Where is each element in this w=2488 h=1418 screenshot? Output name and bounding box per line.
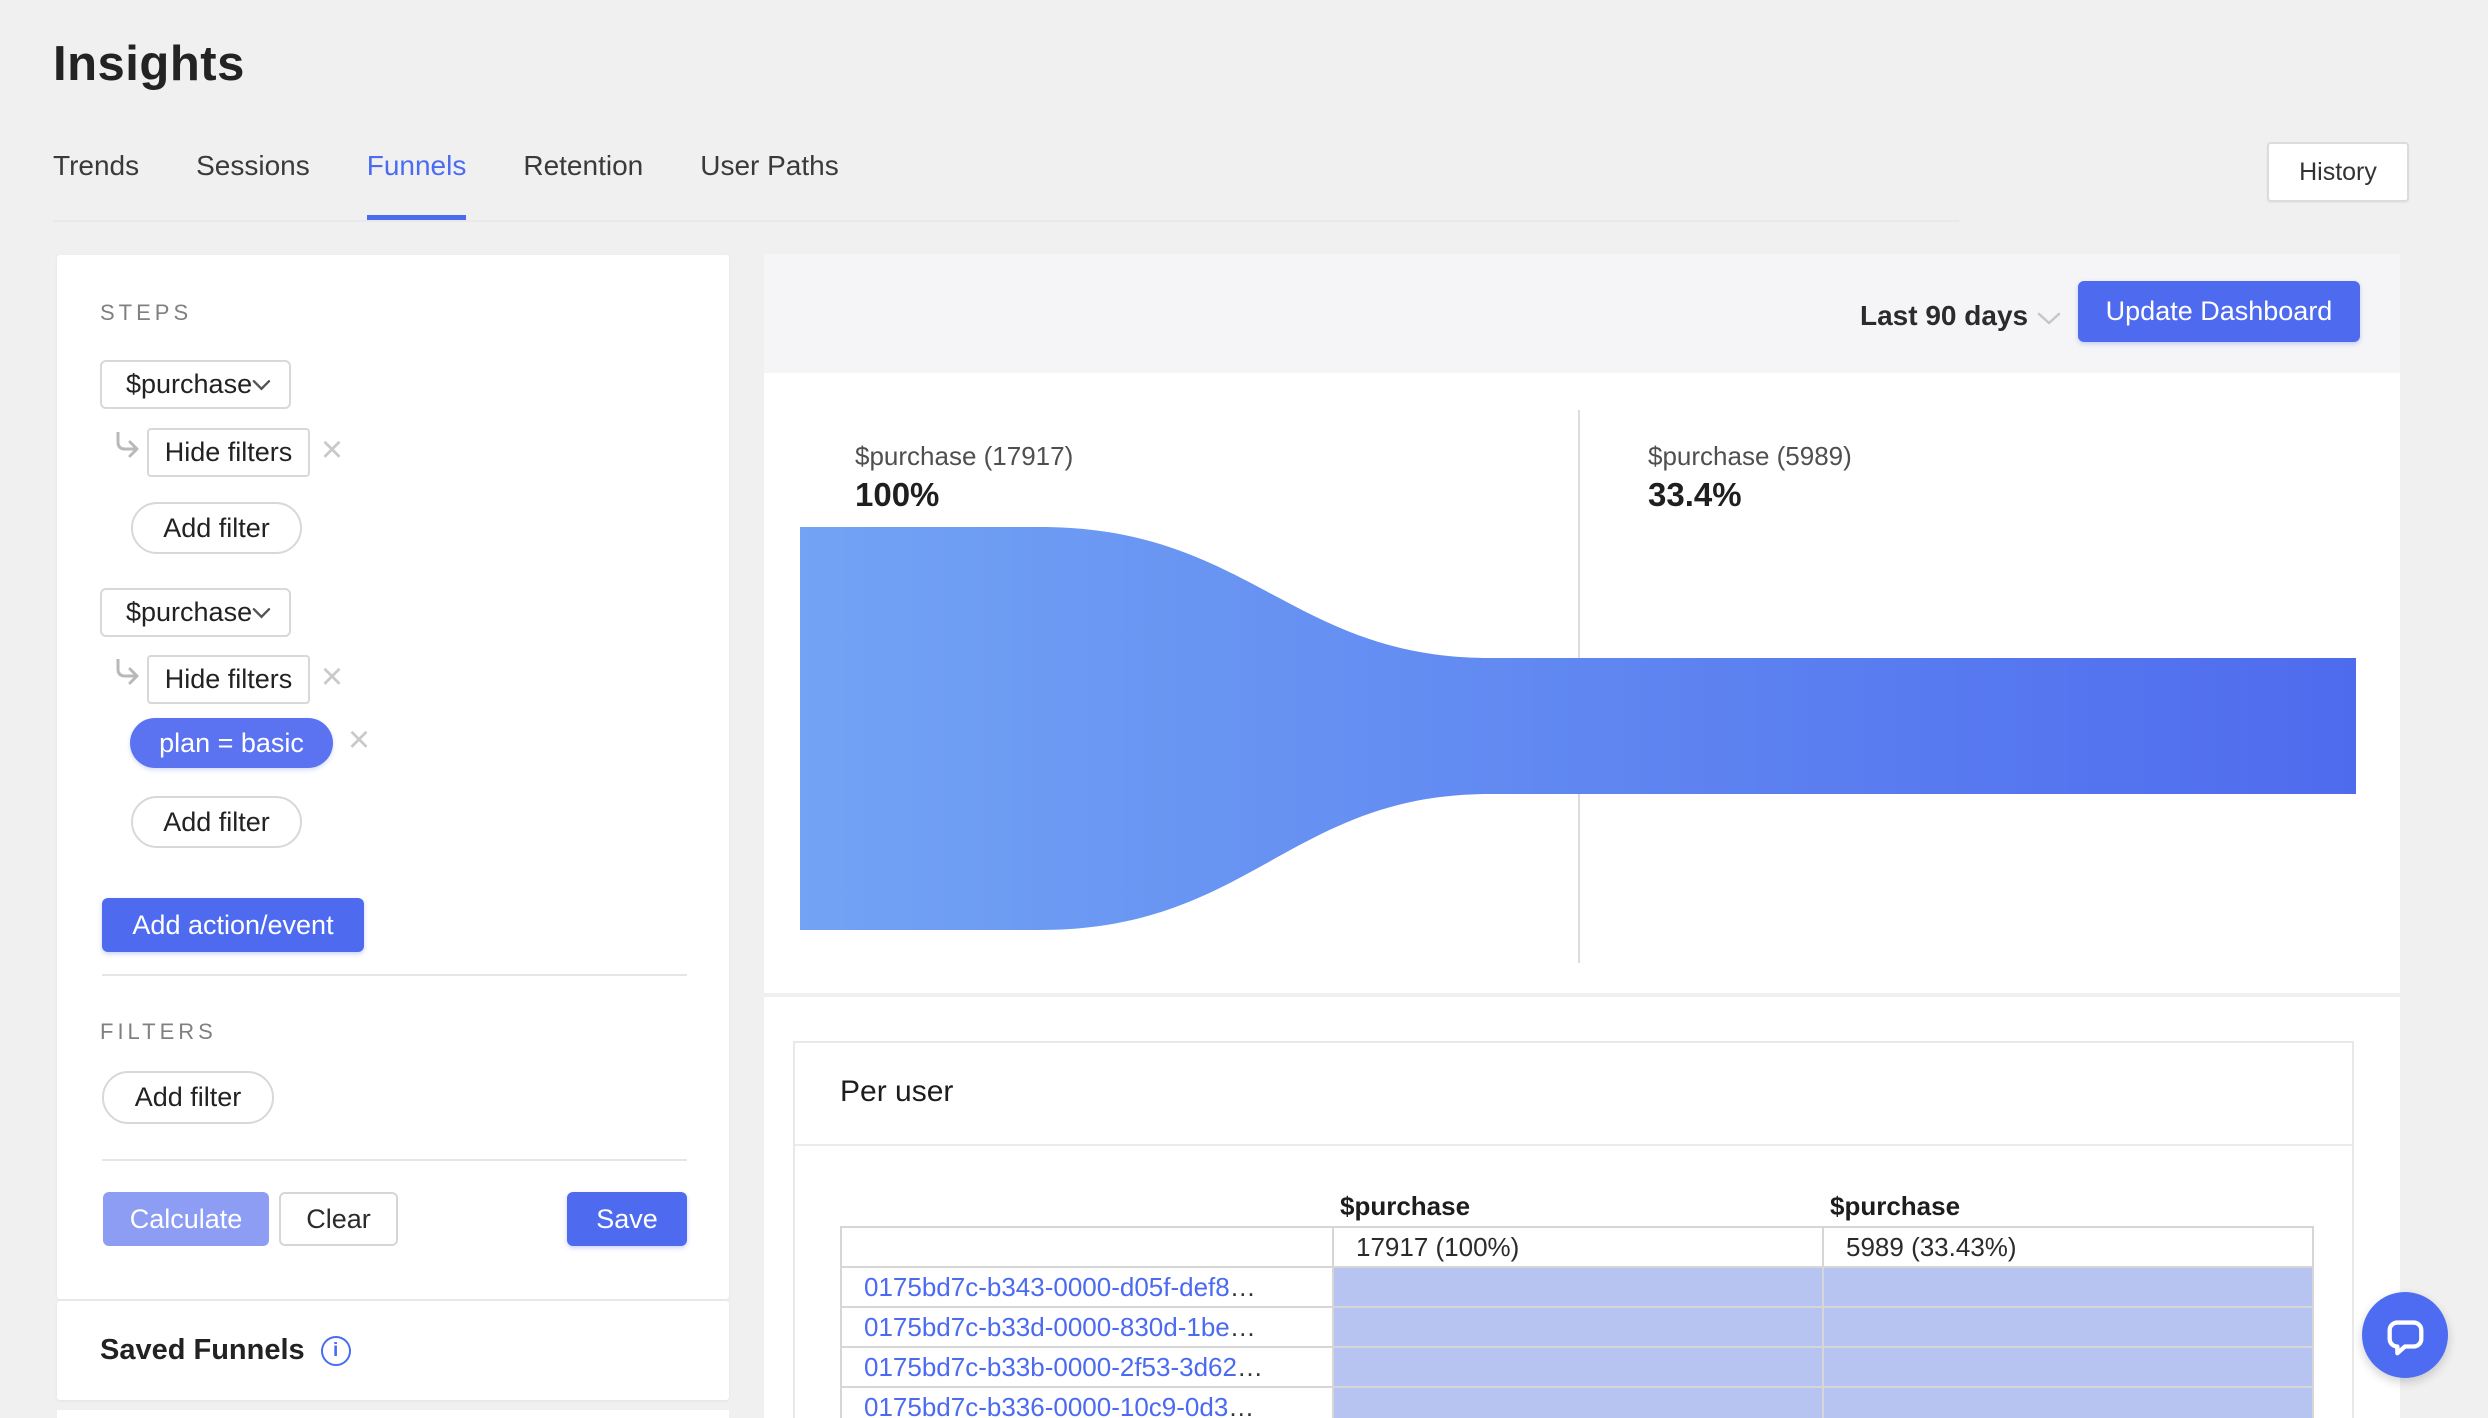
history-button[interactable]: History (2267, 142, 2409, 202)
per-user-title: Per user (840, 1075, 954, 1108)
global-add-filter-button[interactable]: Add filter (102, 1071, 274, 1124)
step2-value-cell (1822, 1386, 2314, 1418)
step1-value-cell (1332, 1306, 1824, 1348)
funnel-chart-card: $purchase (17917) 100% $purchase (5989) … (764, 373, 2400, 993)
tab-trends[interactable]: Trends (53, 150, 140, 181)
chevron-down-icon[interactable] (2036, 312, 2062, 326)
ellipsis: … (1229, 1311, 1256, 1342)
filters-section-label: FILTERS (100, 1019, 217, 1044)
user-id-link[interactable]: 0175bd7c-b336-0000-10c9-0d3 (864, 1391, 1229, 1418)
step1-value-cell (1332, 1266, 1824, 1308)
tab-user-paths[interactable]: User Paths (700, 150, 839, 181)
step2-event-select[interactable]: $purchase (100, 588, 291, 637)
user-id-link[interactable]: 0175bd7c-b343-0000-d05f-def8 (864, 1271, 1230, 1302)
step1-remove-icon[interactable]: × (320, 429, 344, 471)
clear-button[interactable]: Clear (279, 1192, 398, 1246)
page-title: Insights (53, 37, 245, 91)
step2-value-cell (1822, 1346, 2314, 1388)
chevron-down-icon (252, 379, 271, 390)
table-row: 0175bd7c-b343-0000-d05f-def8… (840, 1266, 2314, 1308)
step2-event-value: $purchase (126, 597, 253, 627)
step1-value-cell (1332, 1346, 1824, 1388)
saved-funnels-title: Saved Funnels (100, 1334, 305, 1366)
tab-funnels[interactable]: Funnels (366, 150, 467, 220)
steps-panel: STEPS $purchase Hide filters × Add filte… (57, 255, 729, 1299)
tab-retention[interactable]: Retention (523, 150, 644, 181)
per-user-table: 17917 (100%) 5989 (33.43%) 0175bd7c-b343… (840, 1226, 2314, 1418)
info-icon[interactable]: i (320, 1335, 351, 1366)
ellipsis: … (1228, 1391, 1255, 1418)
step1-hide-filters-button[interactable]: Hide filters (147, 428, 310, 477)
user-id-link[interactable]: 0175bd7c-b33d-0000-830d-1be (864, 1311, 1230, 1342)
divider (102, 1159, 687, 1161)
step2-value-cell (1822, 1306, 2314, 1348)
divider (102, 974, 687, 976)
step1-event-value: $purchase (126, 369, 253, 399)
saved-funnels-card: Saved Funnels i (57, 1301, 729, 1400)
step2-filter-chip[interactable]: plan = basic (130, 718, 333, 768)
ellipsis: … (1229, 1271, 1256, 1302)
step2-add-filter-button[interactable]: Add filter (131, 796, 302, 848)
add-action-event-button[interactable]: Add action/event (102, 898, 364, 952)
step1-add-filter-button[interactable]: Add filter (131, 502, 302, 554)
nested-arrow-icon (116, 432, 139, 458)
funnel-step2-label: $purchase (5989) (1648, 441, 1852, 471)
chevron-down-icon (252, 607, 271, 618)
totals-step1-cell: 17917 (100%) (1332, 1226, 1824, 1268)
per-user-col1-header: $purchase (1340, 1191, 1471, 1221)
totals-empty-cell (840, 1226, 1334, 1268)
totals-step2-cell: 5989 (33.43%) (1822, 1226, 2314, 1268)
calculate-button[interactable]: Calculate (103, 1192, 269, 1246)
step2-filter-remove-icon[interactable]: × (347, 719, 371, 761)
user-id-link[interactable]: 0175bd7c-b33b-0000-2f53-3d62 (864, 1351, 1237, 1382)
funnel-shape (800, 527, 2356, 930)
step1-value-cell (1332, 1386, 1824, 1418)
per-user-col2-header: $purchase (1830, 1191, 1961, 1221)
chat-bubble-icon (2387, 1320, 2424, 1356)
date-range-select[interactable]: Last 90 days (1860, 300, 2029, 331)
update-dashboard-button[interactable]: Update Dashboard (2078, 281, 2360, 342)
save-button[interactable]: Save (567, 1192, 687, 1246)
tab-bar: Trends Sessions Funnels Retention User P… (53, 150, 1959, 222)
step2-hide-filters-button[interactable]: Hide filters (147, 655, 310, 704)
nested-arrow-icon (116, 659, 139, 685)
ellipsis: … (1236, 1351, 1263, 1382)
chat-launcher-button[interactable] (2362, 1292, 2448, 1378)
step2-value-cell (1822, 1266, 2314, 1308)
funnel-step1-label: $purchase (17917) (855, 441, 1074, 471)
step1-event-select[interactable]: $purchase (100, 360, 291, 409)
table-row: 0175bd7c-b33b-0000-2f53-3d62… (840, 1346, 2314, 1388)
funnel-step1-percent: 100% (855, 476, 940, 513)
saved-funnels-list-card (57, 1410, 729, 1418)
per-user-totals-row: 17917 (100%) 5989 (33.43%) (840, 1226, 2314, 1268)
per-user-card: Per user $purchase $purchase 17917 (100%… (793, 1041, 2354, 1418)
steps-section-label: STEPS (100, 300, 193, 325)
step2-remove-icon[interactable]: × (320, 656, 344, 698)
table-row: 0175bd7c-b336-0000-10c9-0d3… (840, 1386, 2314, 1418)
divider (795, 1144, 2352, 1146)
table-row: 0175bd7c-b33d-0000-830d-1be… (840, 1306, 2314, 1348)
tab-sessions[interactable]: Sessions (196, 150, 310, 181)
per-user-section: Per user $purchase $purchase 17917 (100%… (764, 997, 2400, 1418)
dashboard-toolbar: Last 90 days Update Dashboard (764, 254, 2400, 373)
funnel-step2-percent: 33.4% (1648, 476, 1742, 513)
